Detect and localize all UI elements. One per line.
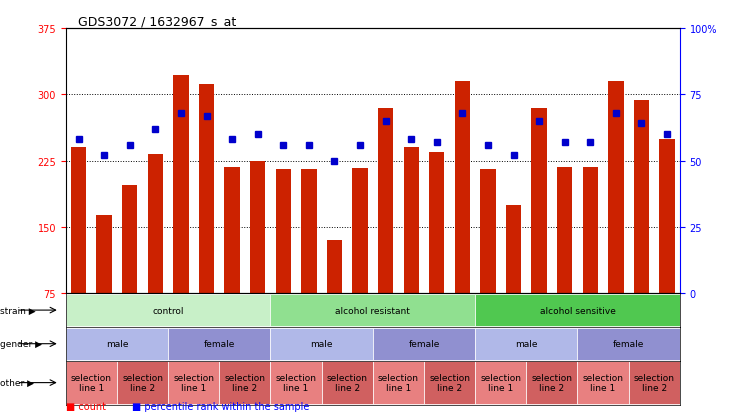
FancyBboxPatch shape (373, 361, 424, 404)
Bar (250, 161, 265, 360)
FancyBboxPatch shape (373, 328, 475, 360)
FancyBboxPatch shape (270, 294, 475, 326)
Text: selection
line 2: selection line 2 (327, 373, 368, 392)
FancyBboxPatch shape (475, 328, 577, 360)
FancyBboxPatch shape (117, 361, 168, 404)
Text: control: control (152, 306, 184, 315)
Text: selection
line 2: selection line 2 (122, 373, 163, 392)
Bar (276, 170, 291, 360)
FancyBboxPatch shape (577, 328, 680, 360)
FancyBboxPatch shape (322, 361, 373, 404)
Text: selection
line 2: selection line 2 (634, 373, 675, 392)
Text: alcohol sensitive: alcohol sensitive (539, 306, 616, 315)
Bar (455, 82, 470, 360)
Bar (327, 241, 342, 360)
Text: gender ▶: gender ▶ (0, 339, 42, 348)
FancyBboxPatch shape (66, 294, 270, 326)
Text: female: female (204, 339, 235, 348)
Text: selection
line 1: selection line 1 (378, 373, 419, 392)
Text: selection
line 1: selection line 1 (71, 373, 112, 392)
FancyBboxPatch shape (66, 361, 117, 404)
Text: male: male (106, 339, 128, 348)
Bar (608, 82, 624, 360)
Text: selection
line 1: selection line 1 (173, 373, 214, 392)
Text: GDS3072 / 1632967_s_at: GDS3072 / 1632967_s_at (78, 15, 236, 28)
Text: alcohol resistant: alcohol resistant (336, 306, 410, 315)
Bar (378, 108, 393, 360)
Text: selection
line 2: selection line 2 (531, 373, 572, 392)
FancyBboxPatch shape (424, 361, 475, 404)
FancyBboxPatch shape (168, 328, 270, 360)
Bar (301, 170, 317, 360)
Bar (96, 216, 112, 360)
FancyBboxPatch shape (475, 294, 680, 326)
Bar (429, 152, 444, 360)
FancyBboxPatch shape (270, 361, 322, 404)
Text: male: male (311, 339, 333, 348)
Bar (199, 85, 214, 360)
Bar (224, 167, 240, 360)
Text: selection
line 1: selection line 1 (583, 373, 624, 392)
Bar (71, 148, 86, 360)
FancyBboxPatch shape (526, 361, 577, 404)
Bar (173, 76, 189, 360)
Bar (583, 167, 598, 360)
Bar (148, 155, 163, 360)
Text: female: female (409, 339, 439, 348)
Bar (122, 185, 137, 360)
Bar (634, 101, 649, 360)
Bar (480, 170, 496, 360)
Bar (659, 139, 675, 360)
Bar (557, 167, 572, 360)
Bar (352, 169, 368, 360)
FancyBboxPatch shape (270, 328, 373, 360)
Text: ■ percentile rank within the sample: ■ percentile rank within the sample (132, 401, 309, 411)
FancyBboxPatch shape (66, 328, 168, 360)
FancyBboxPatch shape (219, 361, 270, 404)
Bar (506, 205, 521, 360)
FancyBboxPatch shape (475, 361, 526, 404)
Text: other ▶: other ▶ (0, 378, 34, 387)
Text: female: female (613, 339, 644, 348)
Bar (531, 108, 547, 360)
FancyBboxPatch shape (577, 361, 629, 404)
Text: male: male (515, 339, 537, 348)
Text: selection
line 1: selection line 1 (276, 373, 317, 392)
Text: strain ▶: strain ▶ (0, 306, 36, 315)
Text: selection
line 2: selection line 2 (224, 373, 265, 392)
Bar (404, 148, 419, 360)
Text: selection
line 1: selection line 1 (480, 373, 521, 392)
FancyBboxPatch shape (629, 361, 680, 404)
FancyBboxPatch shape (168, 361, 219, 404)
Text: ■ count: ■ count (66, 401, 106, 411)
Text: selection
line 2: selection line 2 (429, 373, 470, 392)
